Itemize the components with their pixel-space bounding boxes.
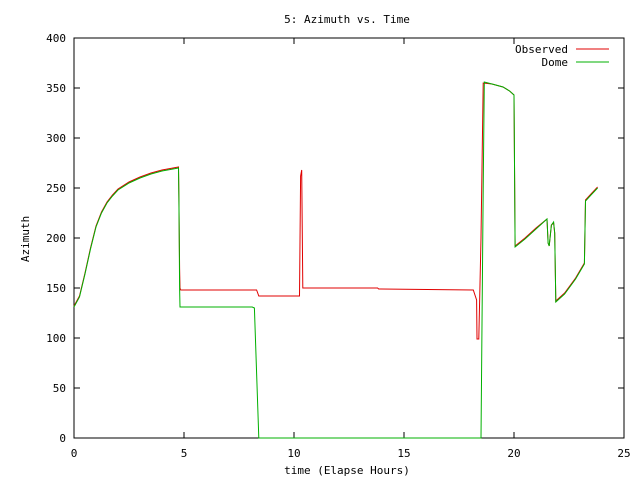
plot-frame — [73, 37, 625, 439]
y-tick-label: 250 — [46, 182, 66, 195]
y-tick-label: 350 — [46, 82, 66, 95]
y-tick-label: 0 — [59, 432, 66, 445]
legend-label-dome: Dome — [542, 56, 569, 69]
y-tick-label: 400 — [46, 32, 66, 45]
y-tick-label: 300 — [46, 132, 66, 145]
y-tick-label: 50 — [53, 382, 66, 395]
x-tick-label: 15 — [397, 447, 410, 460]
legend-label-observed: Observed — [515, 43, 568, 56]
x-tick-label: 20 — [507, 447, 520, 460]
y-tick-label: 100 — [46, 332, 66, 345]
x-tick-label: 5 — [181, 447, 188, 460]
x-tick-label: 10 — [287, 447, 300, 460]
y-axis-title: Azimuth — [19, 216, 32, 262]
series-line-observed — [73, 82, 598, 340]
x-tick-label: 0 — [71, 447, 78, 460]
x-tick-label: 25 — [617, 447, 630, 460]
series-line-dome — [73, 81, 598, 439]
chart-title: 5: Azimuth vs. Time — [284, 13, 410, 26]
series-layer — [73, 81, 598, 439]
y-tick-label: 150 — [46, 282, 66, 295]
y-tick-label: 200 — [46, 232, 66, 245]
x-axis-title: time (Elapse Hours) — [284, 464, 410, 477]
